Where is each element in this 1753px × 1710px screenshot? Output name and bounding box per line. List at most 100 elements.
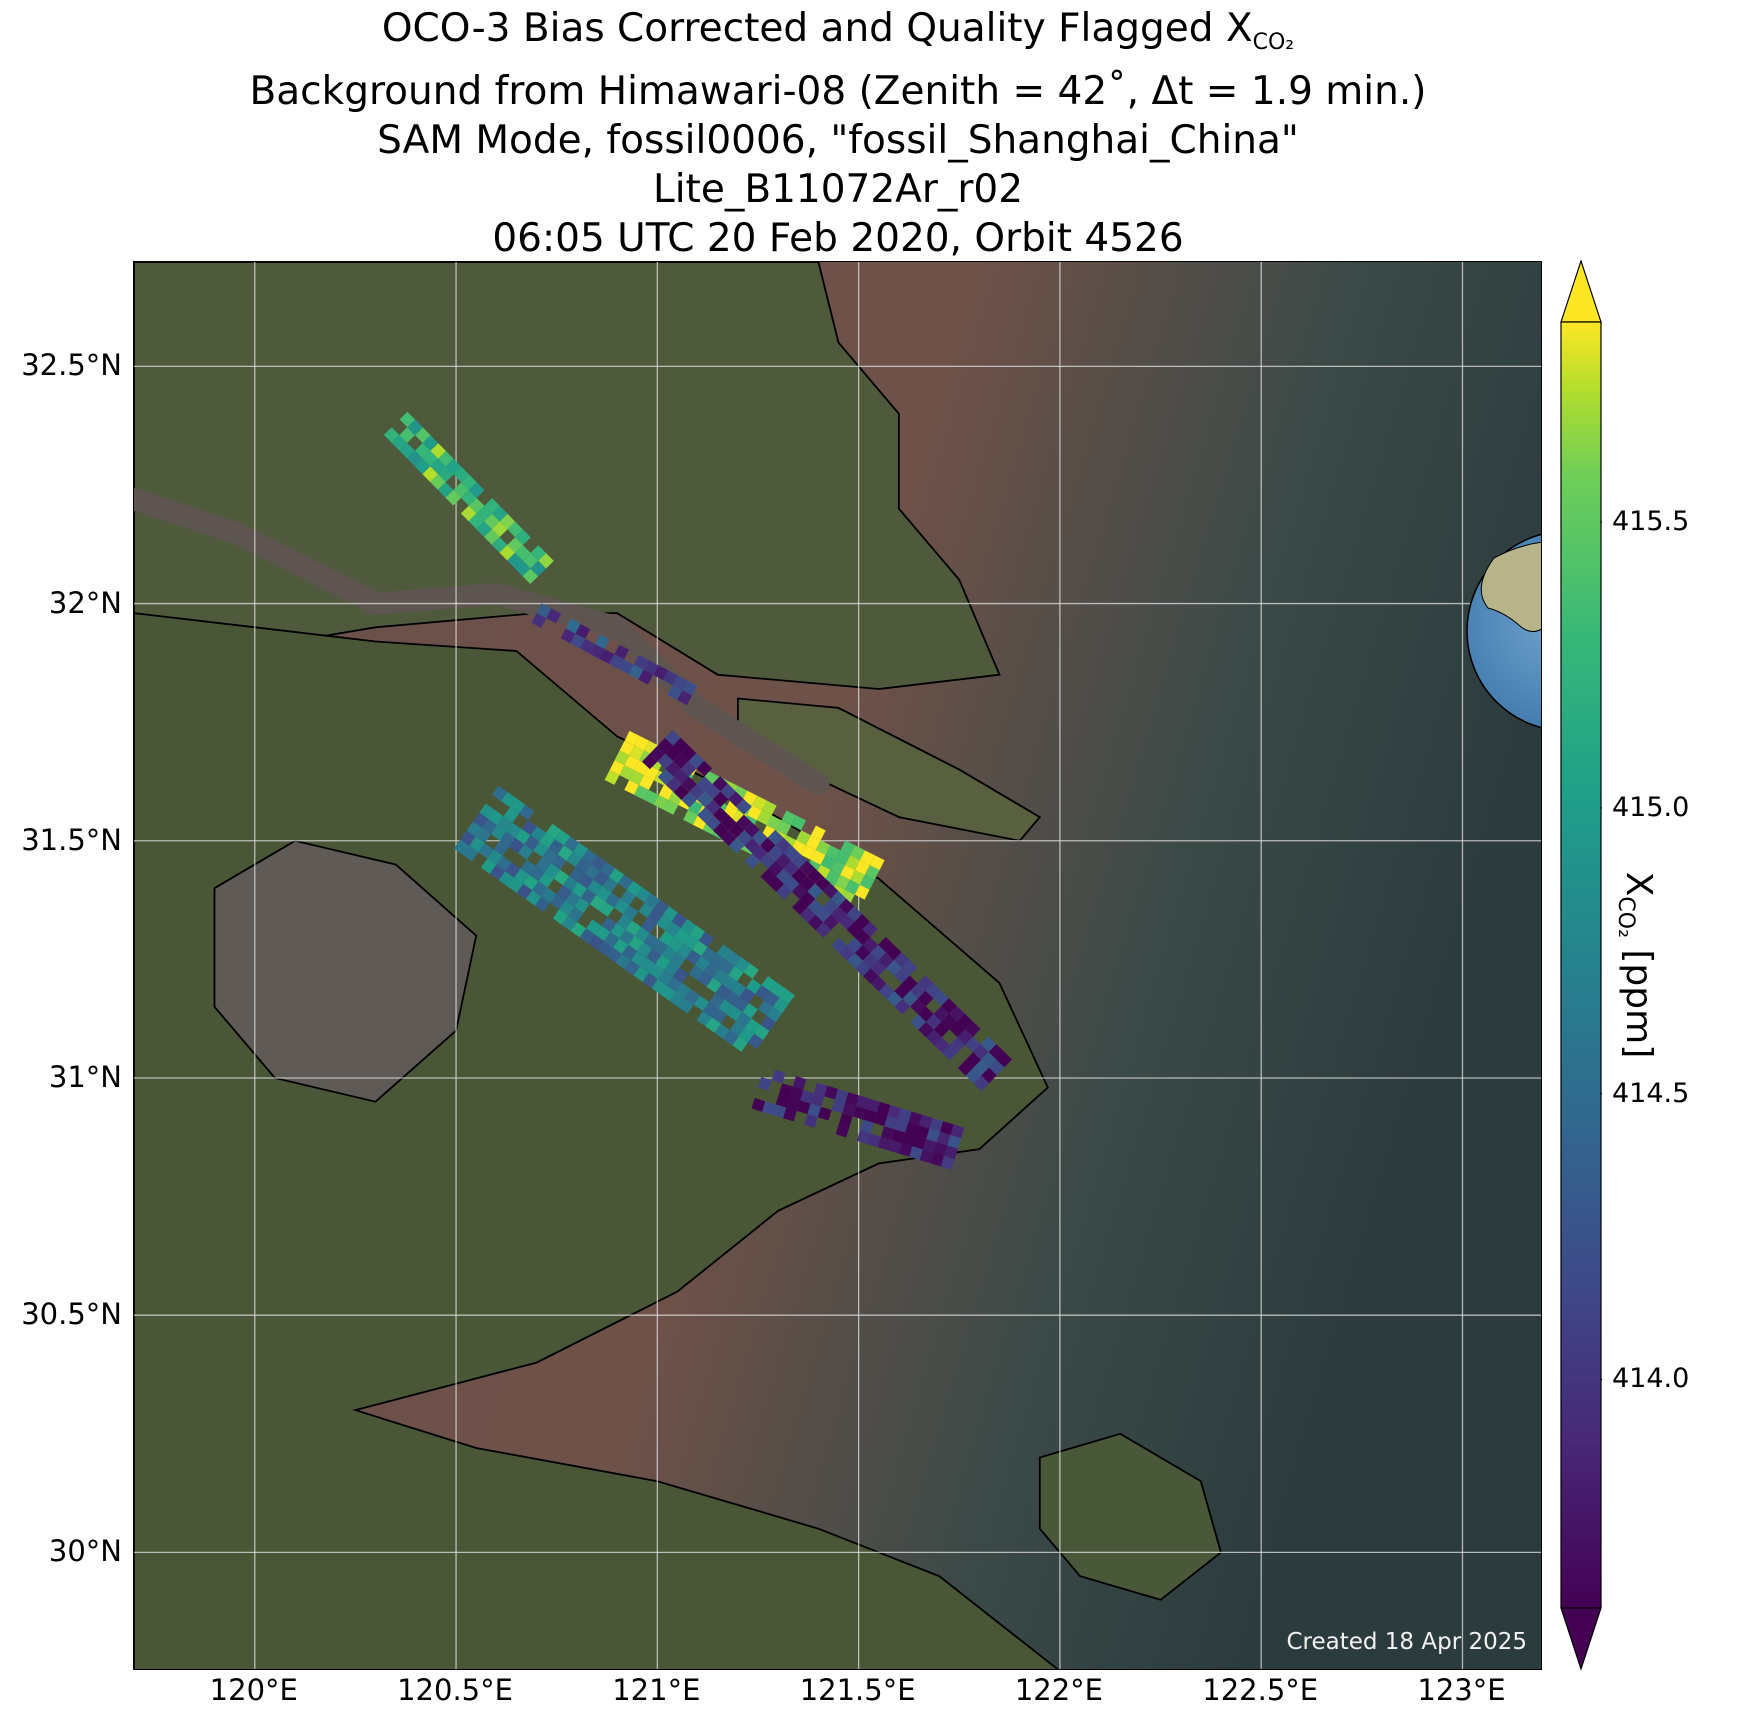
colorbar-tick-label: 415.0 [1612, 791, 1690, 823]
sounding-footprint [642, 972, 658, 989]
sounding-footprint [754, 1024, 770, 1041]
sounding-footprint [704, 799, 721, 816]
sounding-footprint [628, 664, 644, 680]
sounding-footprint [725, 950, 741, 967]
sounding-footprint [720, 783, 736, 800]
sounding-footprint [728, 822, 745, 839]
sounding-footprint [538, 553, 554, 569]
sounding-footprint [873, 1112, 888, 1127]
sounding-footprint [533, 841, 549, 857]
sounding-footprint [791, 852, 807, 869]
sounding-footprint [430, 474, 446, 490]
sounding-footprint [673, 967, 689, 983]
sounding-footprint [886, 960, 902, 976]
sounding-footprint [755, 985, 771, 1001]
sounding-footprint [760, 1015, 776, 1032]
sounding-footprint [752, 845, 768, 861]
sounding-footprint [728, 791, 744, 807]
sounding-footprint [507, 552, 523, 569]
sounding-footprint [578, 873, 594, 889]
sounding-footprint [860, 850, 875, 866]
sounding-footprint [618, 659, 634, 675]
sounding-footprint [609, 654, 624, 670]
sounding-footprint [815, 922, 832, 938]
sounding-footprint [869, 855, 885, 871]
sounding-footprint [923, 1139, 937, 1153]
sounding-footprint [965, 1067, 982, 1084]
sounding-footprint [973, 1060, 989, 1076]
sounding-footprint [846, 921, 863, 938]
sounding-footprint [801, 845, 816, 860]
sounding-footprint [677, 690, 693, 706]
sounding-footprint [399, 442, 415, 459]
sounding-footprint [580, 888, 597, 905]
sounding-footprint [728, 838, 745, 854]
sounding-footprint [736, 830, 753, 846]
sounding-footprint [973, 1044, 989, 1060]
sounding-footprint [792, 1076, 807, 1090]
sounding-footprint [910, 998, 926, 1015]
sounding-footprint [639, 775, 654, 790]
sounding-footprint [775, 837, 792, 853]
sounding-footprint [453, 482, 469, 498]
sounding-footprint [491, 825, 507, 841]
sounding-footprint [688, 753, 705, 769]
sounding-footprint [438, 466, 454, 483]
sounding-footprint [466, 821, 482, 837]
sounding-footprint [563, 836, 580, 852]
sounding-footprint [602, 877, 618, 893]
sounding-footprint [525, 890, 542, 906]
sounding-footprint [757, 1000, 774, 1016]
sounding-footprint [589, 644, 605, 659]
sounding-footprint [614, 898, 630, 915]
sounding-footprint [791, 883, 808, 900]
lon-tick-label: 123°E [1417, 1673, 1506, 1707]
sounding-footprint [823, 914, 839, 930]
sounding-footprint [560, 628, 576, 644]
sounding-footprint [919, 1149, 934, 1164]
sounding-footprint [510, 798, 526, 814]
sounding-footprint [666, 976, 683, 992]
sounding-footprint [746, 978, 762, 995]
sounding-footprint [854, 929, 871, 946]
sounding-footprint [981, 1052, 997, 1068]
sounding-footprint [807, 899, 824, 915]
sounding-footprint [696, 760, 713, 777]
sounding-footprint [701, 947, 717, 963]
sounding-footprint [947, 1135, 961, 1149]
sounding-footprint [492, 506, 508, 522]
sounding-footprint [894, 983, 910, 999]
sounding-footprint [727, 1005, 743, 1022]
sounding-footprint [685, 949, 702, 965]
sounding-footprint [675, 982, 692, 999]
sounding-footprint [556, 885, 572, 901]
sounding-footprint [831, 937, 847, 954]
sounding-footprint [689, 925, 705, 941]
sounding-footprint [553, 869, 570, 886]
sounding-footprint [862, 921, 878, 938]
sounding-footprint [657, 769, 674, 785]
sounding-footprint [593, 870, 609, 887]
sounding-footprint [663, 800, 679, 815]
sounding-footprint [744, 822, 760, 838]
sounding-footprint [604, 932, 620, 948]
sounding-footprint [902, 975, 918, 991]
sounding-footprint [399, 411, 416, 428]
sounding-footprint [538, 872, 554, 888]
sounding-footprint [705, 815, 721, 831]
sounding-footprint [909, 1146, 923, 1161]
sounding-footprint [479, 803, 495, 819]
sounding-footprint [468, 482, 485, 498]
sounding-footprint [783, 860, 800, 877]
sounding-footprint [620, 889, 636, 906]
sounding-footprint [779, 988, 795, 1005]
sounding-footprint [605, 892, 621, 908]
sounding-footprint [823, 898, 839, 915]
sounding-footprint [949, 1005, 965, 1022]
sounding-footprint [698, 931, 714, 947]
sounding-footprint [673, 753, 689, 769]
sounding-footprint [422, 450, 439, 467]
sounding-footprint [941, 998, 957, 1014]
lat-tick-label: 30.5°N [21, 1297, 122, 1332]
sounding-footprint [515, 829, 531, 845]
